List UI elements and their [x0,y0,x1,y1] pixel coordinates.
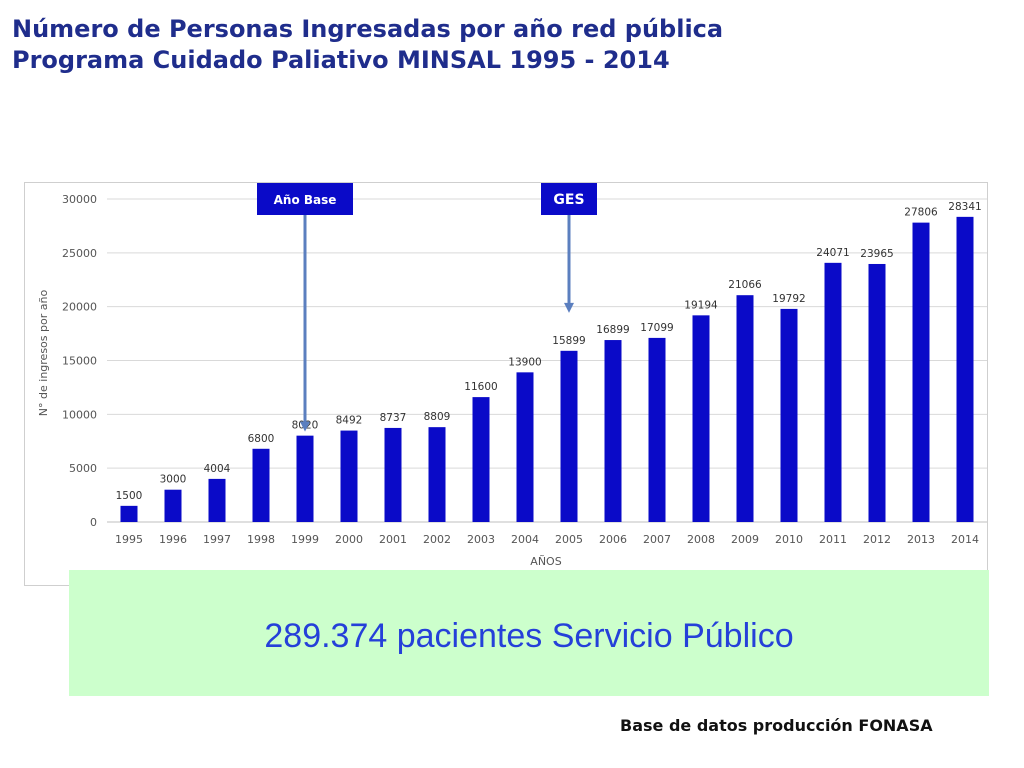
bar-2011 [824,262,842,522]
x-tick-label-2003: 2003 [467,533,495,546]
grid-layer [107,198,987,523]
value-label-2014: 28341 [948,201,981,213]
annotation-box [257,183,353,215]
bar-2005 [560,350,578,522]
bar-2010 [780,308,798,522]
y-tick-label: 5000 [69,462,97,475]
x-tick-label-2012: 2012 [863,533,891,546]
x-axis-title: AÑOS [530,555,561,568]
title-line-2: Programa Cuidado Paliativo MINSAL 1995 -… [12,46,670,74]
value-label-2005: 15899 [552,335,585,347]
value-label-2001: 8737 [380,412,407,424]
bar-2006 [604,340,622,522]
value-label-1996: 3000 [160,474,187,486]
value-label-2006: 16899 [596,324,629,336]
value-label-2009: 21066 [728,279,762,291]
x-tick-label-2010: 2010 [775,533,803,546]
x-tick-label-2014: 2014 [951,533,979,546]
value-label-2011: 24071 [816,247,849,259]
x-tick-label-1996: 1996 [159,533,187,546]
bar-2008 [692,315,710,522]
x-tick-label-1997: 1997 [203,533,231,546]
y-tick-label: 0 [90,516,97,529]
x-tick-label-2001: 2001 [379,533,407,546]
bar-2012 [868,263,886,522]
bar-layer [120,216,974,522]
page-title: Número de Personas Ingresadas por año re… [12,14,723,76]
summary-box: 289.374 pacientes Servicio Público [69,570,989,696]
bar-1997 [208,478,226,522]
value-label-2007: 17099 [640,322,673,334]
bar-chart: 0 5000 10000 15000 20000 25000 30000 1500 1995 30… [37,183,987,568]
summary-text: 289.374 pacientes Servicio Público [264,616,794,655]
value-label-2004: 13900 [508,356,541,368]
annotation-layer: Año Base GES [257,183,597,432]
y-axis-title: N° de ingresos por año [37,290,50,417]
annotation-box [541,183,597,215]
x-tick-label-2007: 2007 [643,533,671,546]
title-line-1: Número de Personas Ingresadas por año re… [12,15,724,43]
x-tick-label-2013: 2013 [907,533,935,546]
annotation-2005: GES [541,183,597,313]
value-label-2008: 19194 [684,299,718,311]
bar-2014 [956,216,974,522]
value-label-1998: 6800 [248,433,275,445]
bar-2003 [472,397,490,522]
x-tick-label-2002: 2002 [423,533,451,546]
y-tick-label: 15000 [62,355,97,368]
x-tick-label-2005: 2005 [555,533,583,546]
bar-1995 [120,505,138,522]
label-layer: 0 5000 10000 15000 20000 25000 30000 1500 1995 30… [62,193,982,546]
x-tick-label-1999: 1999 [291,533,319,546]
bar-2007 [648,337,666,522]
value-label-2003: 11600 [464,381,497,393]
value-label-2002: 8809 [424,411,451,423]
annotation-arrow-head [564,302,574,313]
x-tick-label-1998: 1998 [247,533,275,546]
value-label-2010: 19792 [772,293,805,305]
value-label-2012: 23965 [860,248,893,260]
bar-2002 [428,427,446,522]
x-tick-label-1995: 1995 [115,533,143,546]
value-label-1997: 4004 [204,463,231,475]
x-tick-label-2006: 2006 [599,533,627,546]
value-label-1995: 1500 [116,490,143,502]
annotation-arrow-head [300,421,310,432]
x-tick-label-2004: 2004 [511,533,539,546]
x-tick-label-2000: 2000 [335,533,363,546]
bar-1998 [252,448,270,522]
source-note: Base de datos producción FONASA [620,716,933,735]
x-tick-label-2008: 2008 [687,533,715,546]
y-tick-label: 25000 [62,247,97,260]
bar-2001 [384,427,402,522]
x-tick-label-2011: 2011 [819,533,847,546]
y-tick-label: 30000 [62,193,97,206]
bar-2013 [912,222,930,522]
annotation-label: Año Base [274,193,337,207]
value-label-2013: 27806 [904,207,938,219]
bar-2000 [340,430,358,522]
chart-frame: 0 5000 10000 15000 20000 25000 30000 1500 1995 30… [24,182,988,586]
x-tick-label-2009: 2009 [731,533,759,546]
bar-2009 [736,295,754,522]
bar-1999 [296,435,314,522]
y-tick-label: 10000 [62,408,97,421]
bar-1996 [164,489,182,522]
annotation-label: GES [553,192,584,208]
bar-2004 [516,372,534,522]
y-tick-label: 20000 [62,301,97,314]
annotation-1999: Año Base [257,183,353,432]
value-label-2000: 8492 [336,415,363,427]
